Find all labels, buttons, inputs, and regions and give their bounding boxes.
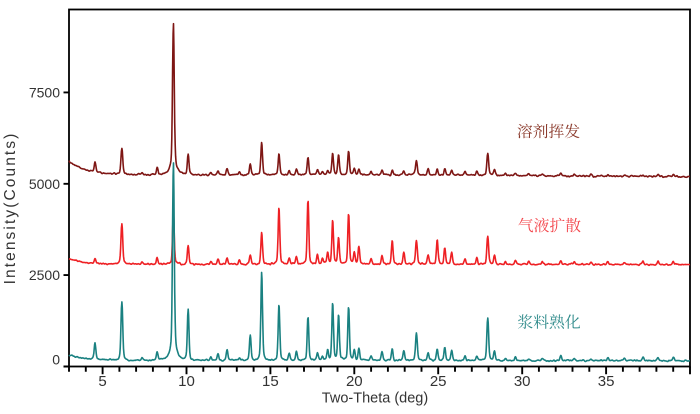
svg-text:7500: 7500 — [29, 84, 60, 100]
svg-text:20: 20 — [346, 373, 363, 390]
svg-text:5: 5 — [98, 373, 106, 390]
svg-text:5000: 5000 — [29, 176, 60, 192]
svg-text:25: 25 — [430, 373, 447, 390]
svg-text:10: 10 — [178, 373, 195, 390]
svg-text:35: 35 — [598, 373, 615, 390]
svg-text:0: 0 — [52, 352, 60, 368]
svg-text:15: 15 — [262, 373, 279, 390]
svg-text:Intensity(Counts): Intensity(Counts) — [2, 132, 19, 285]
svg-text:30: 30 — [514, 373, 531, 390]
svg-text:2500: 2500 — [29, 267, 60, 283]
svg-text:Two-Theta (deg): Two-Theta (deg) — [322, 391, 428, 407]
